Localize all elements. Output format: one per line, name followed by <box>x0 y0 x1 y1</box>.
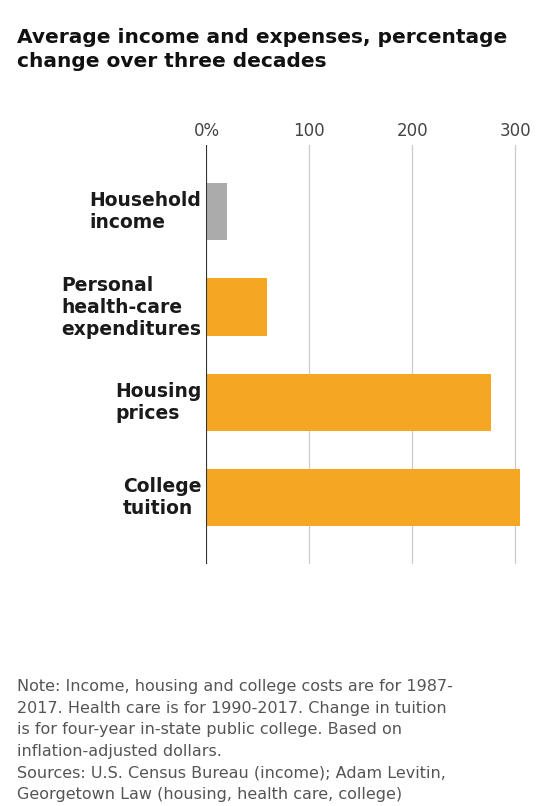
Text: Average income and expenses, percentage
change over three decades: Average income and expenses, percentage … <box>17 28 507 71</box>
Text: Note: Income, housing and college costs are for 1987-
2017. Health care is for 1: Note: Income, housing and college costs … <box>17 679 453 802</box>
Bar <box>206 278 267 335</box>
Bar <box>206 183 227 240</box>
Text: Personal
health-care
expenditures: Personal health-care expenditures <box>61 276 201 339</box>
Text: Household
income: Household income <box>89 191 201 232</box>
Bar <box>206 469 520 526</box>
Text: College
tuition: College tuition <box>123 477 201 518</box>
Text: Housing
prices: Housing prices <box>115 382 201 423</box>
Bar <box>206 374 492 431</box>
